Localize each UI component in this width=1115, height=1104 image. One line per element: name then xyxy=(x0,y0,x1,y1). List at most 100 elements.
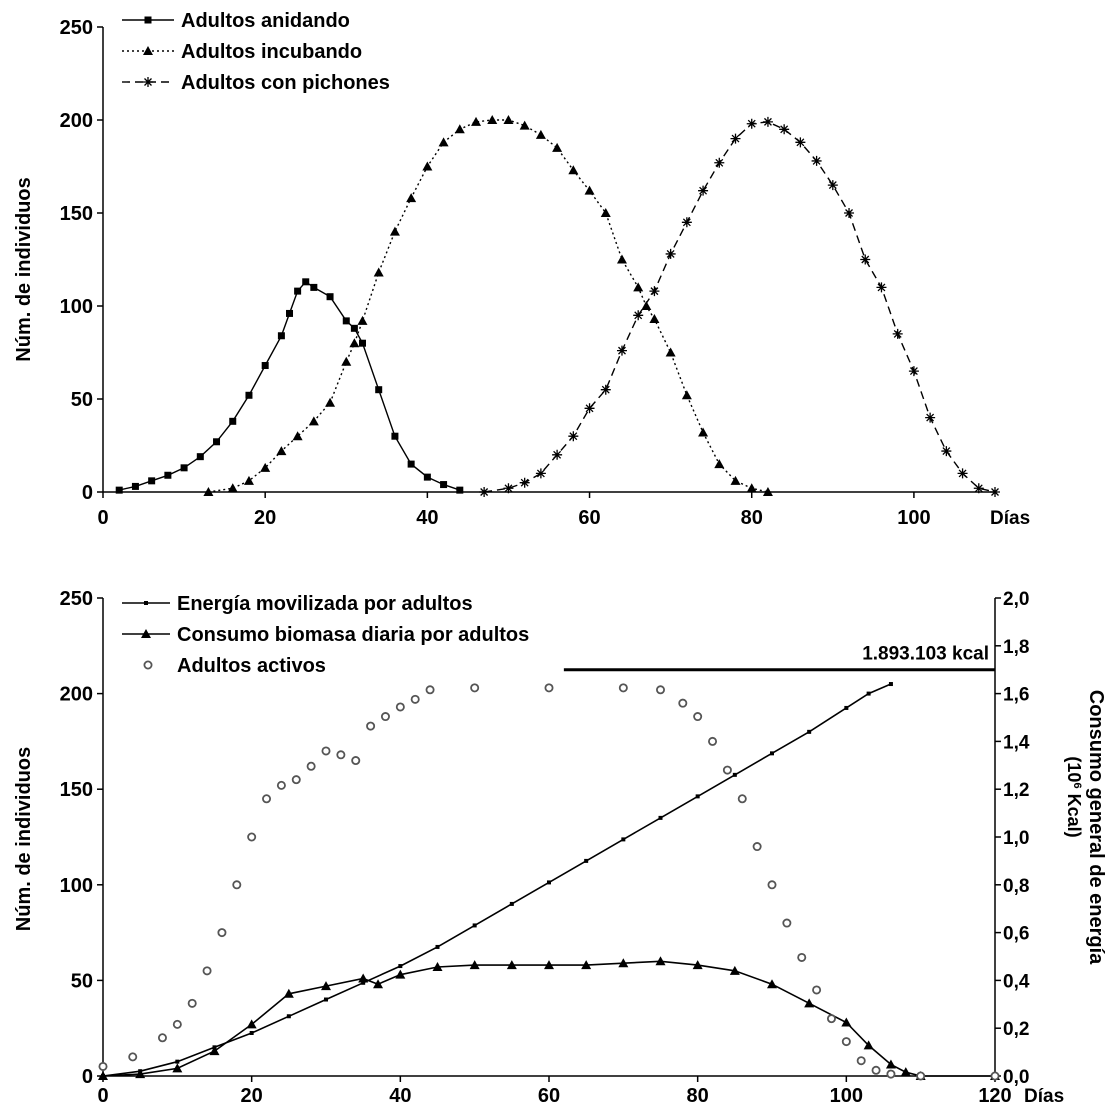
top-series-point xyxy=(957,468,968,479)
top-legend-label: Adultos anidando xyxy=(181,10,350,32)
top-series-point xyxy=(552,449,563,460)
top-series-point xyxy=(600,208,611,217)
top-series-point xyxy=(292,431,303,441)
bottom-series-point xyxy=(767,979,777,989)
top-series-point xyxy=(779,124,790,135)
bottom-series-point xyxy=(797,952,807,962)
bottom-y2-tick-label: 0,0 xyxy=(1003,1067,1029,1088)
top-series-point xyxy=(714,157,725,168)
bottom-series-point xyxy=(900,1067,911,1077)
bottom-series-point xyxy=(286,1014,291,1019)
bottom-series-point xyxy=(807,729,812,734)
top-series-point xyxy=(350,324,358,332)
top-series-point xyxy=(519,477,530,488)
top-series-point xyxy=(681,390,692,400)
bottom-y2-tick-label: 1,4 xyxy=(1003,732,1030,753)
top-legend-label: Adultos incubando xyxy=(181,41,362,63)
top-legend-label: Adultos con pichones xyxy=(181,72,390,94)
top-series-point xyxy=(286,309,294,317)
top-series-point xyxy=(389,226,400,236)
bottom-y2-tick-label: 1,8 xyxy=(1003,637,1029,658)
top-series-1 xyxy=(203,115,773,496)
top-series-point xyxy=(326,293,334,301)
top-series-point xyxy=(568,165,579,175)
top-series-point xyxy=(373,267,384,277)
bottom-series-point xyxy=(336,750,346,760)
bottom-series-point xyxy=(351,756,361,766)
top-series-point xyxy=(148,477,156,485)
top-series-point xyxy=(375,386,383,394)
top-series-point xyxy=(811,155,822,166)
top-series-point xyxy=(243,475,254,485)
top-series-point xyxy=(876,282,887,293)
bottom-series-point xyxy=(770,751,774,756)
top-series-point xyxy=(746,483,757,493)
bottom-series-0 xyxy=(101,682,893,1078)
top-series-point xyxy=(698,427,709,437)
top-series-point xyxy=(795,137,806,148)
bottom-series-point xyxy=(584,858,589,863)
top-series-point xyxy=(762,116,773,127)
top-series-point xyxy=(229,417,237,425)
bottom-series-point xyxy=(306,761,316,771)
bottom-y-tick-label: 250 xyxy=(60,588,93,610)
top-series-point xyxy=(164,471,172,479)
top-x-tick-label: 100 xyxy=(897,507,930,529)
bottom-legend-marker xyxy=(143,660,153,670)
top-y-tick-label: 150 xyxy=(60,203,93,225)
bottom-series-point xyxy=(283,988,294,998)
top-series-point xyxy=(633,310,644,321)
bottom-x-tick-label: 20 xyxy=(241,1085,263,1104)
top-series-point xyxy=(649,314,660,324)
annotation-label: 1.893.103 kcal xyxy=(862,644,989,665)
top-series-point xyxy=(423,473,431,481)
bottom-series-point xyxy=(844,705,849,710)
bottom-series-point xyxy=(618,683,628,693)
top-series-point xyxy=(633,282,644,292)
bottom-series-point xyxy=(621,837,626,842)
bottom-series-point xyxy=(398,964,403,969)
bottom-series-point xyxy=(172,1019,182,1029)
bottom-series-point xyxy=(886,1069,896,1079)
bottom-legend-entry: Adultos activos xyxy=(143,655,326,677)
bottom-y2-tick-label: 1,2 xyxy=(1003,780,1029,801)
bottom-y2-unit-label: (106 Kcal) xyxy=(1064,756,1084,837)
top-legend-entry: Adultos anidando xyxy=(122,10,350,32)
bottom-series-point xyxy=(509,901,514,906)
top-series-point xyxy=(649,286,660,297)
top-series-point xyxy=(422,161,433,171)
top-series-point xyxy=(730,133,741,144)
bottom-series-point xyxy=(157,1033,167,1043)
bottom-series-point xyxy=(722,765,732,775)
top-series-point xyxy=(357,315,368,325)
top-x-tick-label: 0 xyxy=(97,507,108,529)
top-legend-entry: Adultos incubando xyxy=(122,41,362,63)
top-y-axis-label: Núm. de individuos xyxy=(13,177,35,361)
bottom-x-axis-label: Días xyxy=(1024,1086,1064,1104)
bottom-legend-entry: Consumo biomasa diaria por adultos xyxy=(122,624,529,646)
bottom-series-point xyxy=(767,880,777,890)
top-series-point xyxy=(503,483,514,494)
bottom-series-point xyxy=(472,923,477,928)
bottom-series-point xyxy=(581,960,592,970)
top-series-point xyxy=(714,459,725,469)
bottom-series-point xyxy=(246,1019,257,1029)
bottom-series-point xyxy=(373,979,384,989)
top-x-axis-label: Días xyxy=(990,508,1030,529)
bottom-series-point xyxy=(98,1061,108,1071)
bottom-series-point xyxy=(737,794,747,804)
bottom-series-point xyxy=(812,985,822,995)
bottom-legend-entry: Energía movilizada por adultos xyxy=(122,593,473,615)
top-series-point xyxy=(261,362,269,370)
top-series-point xyxy=(342,317,350,325)
bottom-series-point xyxy=(990,1071,1000,1081)
top-series-point xyxy=(245,391,253,399)
top-series-point xyxy=(325,397,336,407)
bottom-series-point xyxy=(782,918,792,928)
bottom-series-point xyxy=(695,794,700,799)
bottom-series-point xyxy=(358,973,369,983)
top-x-tick-label: 40 xyxy=(416,507,438,529)
bottom-series-point xyxy=(871,1065,881,1075)
bottom-series-point xyxy=(752,842,762,852)
top-series-point xyxy=(746,118,757,129)
